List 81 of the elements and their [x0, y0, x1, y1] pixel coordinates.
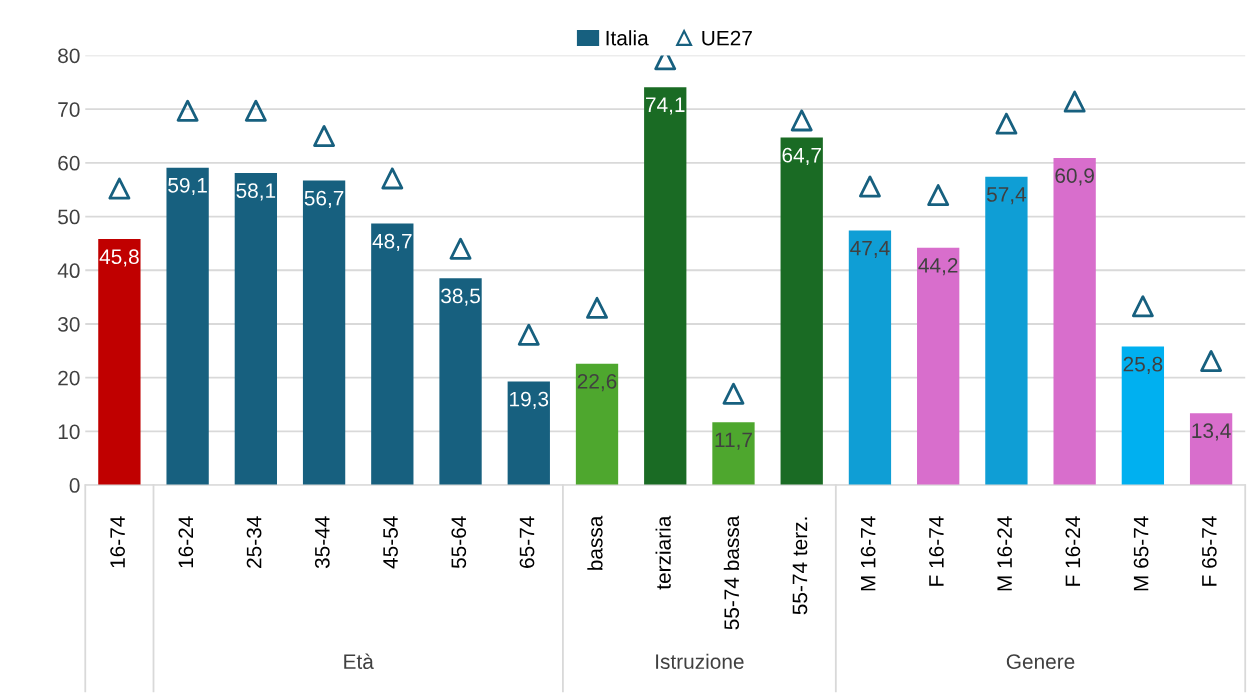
data-label: 44,2: [918, 257, 958, 276]
bar: [371, 223, 414, 486]
bar: [439, 278, 482, 486]
y-tick-label: 40: [57, 263, 80, 279]
bar: [98, 239, 141, 486]
point: [586, 296, 608, 319]
point: [381, 167, 404, 190]
data-label: 48,7: [372, 233, 412, 251]
x-tick-label: terziaria: [655, 515, 671, 590]
x-tick-label: F 16-74: [929, 516, 944, 586]
x-tick-label: 65-74: [519, 516, 535, 568]
x-tick-label: 55-74 terz.: [792, 517, 808, 615]
x-tick-label: bassa: [587, 515, 603, 570]
point: [995, 112, 1018, 135]
x-tick-label: M 16-24: [997, 516, 1012, 591]
x-tick-label: 25-34: [246, 516, 262, 568]
bar: [917, 247, 960, 486]
point: [858, 175, 881, 198]
data-label: 47,4: [850, 240, 890, 258]
x-tick-label: F 16-24: [1065, 516, 1081, 586]
legend-label: Italia: [606, 30, 649, 46]
data-label: 59,1: [168, 177, 207, 196]
bar: [575, 363, 619, 486]
x-tick-label: M 16-74: [860, 516, 876, 591]
data-label: 22,6: [577, 373, 617, 392]
text: Età: [344, 653, 374, 669]
point: [790, 109, 813, 132]
x-tick-label: F 65-74: [1201, 516, 1217, 586]
point: [244, 99, 267, 122]
point: [449, 237, 472, 260]
x-tick-label: 45-54: [383, 516, 398, 569]
x-tick-label: M 65-74: [1133, 516, 1149, 591]
point: [517, 323, 540, 346]
y-tick-label: 80: [58, 48, 80, 64]
y-tick-label: 30: [58, 316, 80, 332]
data-label: 58,1: [236, 183, 276, 201]
bar: [1189, 413, 1233, 486]
bar: [1053, 158, 1096, 486]
point: [722, 382, 745, 405]
x-tick-label: 55-74 bassa: [723, 515, 740, 630]
data-label: 11,7: [715, 432, 752, 450]
point: [313, 125, 336, 147]
bar: [507, 381, 550, 486]
bar: [302, 180, 346, 486]
x-tick-label: 16-24: [178, 516, 194, 568]
data-label: 45,8: [99, 249, 139, 267]
data-label: 74,1: [646, 97, 685, 115]
legend-label: UE27: [702, 30, 752, 46]
y-tick-label: 20: [58, 370, 80, 386]
point: [1063, 90, 1086, 113]
bar: [780, 137, 823, 486]
y-tick-label: 0: [69, 478, 80, 493]
data-label: 38,5: [441, 288, 480, 306]
x-tick-label: 16-74: [110, 516, 125, 568]
bar: [234, 173, 277, 486]
y-tick-label: 10: [58, 424, 80, 440]
x-tick-label: 35-44: [314, 516, 330, 569]
data-label: 64,7: [782, 147, 821, 166]
point: [108, 177, 131, 200]
data-label: 13,4: [1192, 423, 1231, 441]
bar: [848, 230, 892, 486]
x-tick-label: 55-64: [451, 516, 467, 569]
bar: [712, 422, 755, 486]
text: Istruzione: [656, 653, 744, 669]
point: [927, 184, 950, 207]
bar: [644, 87, 687, 486]
data-label: 19,3: [510, 391, 549, 409]
data-label: 60,9: [1055, 168, 1094, 186]
y-tick-label: 70: [58, 102, 80, 117]
point: [1131, 295, 1154, 318]
data-label: 56,7: [304, 190, 344, 209]
data-label: 57,4: [986, 187, 1027, 205]
point: [176, 99, 199, 122]
bar: [985, 176, 1028, 486]
text: Genere: [1006, 654, 1075, 669]
bar: [166, 167, 209, 486]
point: [1200, 350, 1223, 372]
bar: [1121, 346, 1165, 486]
data-label: 25,8: [1123, 356, 1163, 374]
y-tick-label: 60: [58, 155, 80, 171]
y-tick-label: 50: [58, 209, 80, 225]
